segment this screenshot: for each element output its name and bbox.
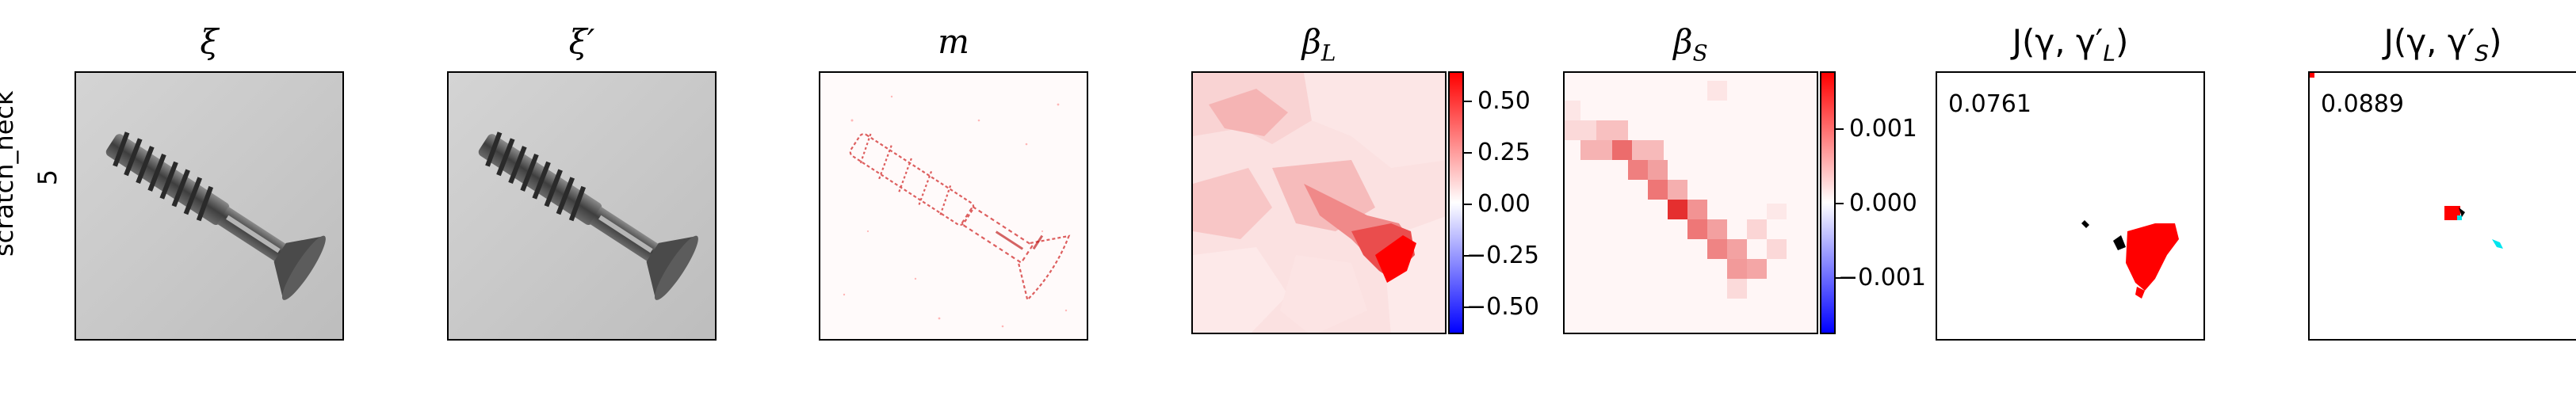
panel-image-beta-s — [1563, 71, 1818, 334]
panel-title-beta-s: βS — [1673, 22, 1708, 67]
screw-image-xi — [76, 73, 342, 339]
panel-title-m: m — [938, 22, 969, 61]
row-label-name: scratch_neck — [0, 90, 19, 257]
cbar-s-tick-1: 0.000 — [1849, 189, 1917, 217]
panel-image-xi-prime — [447, 71, 717, 341]
row-label-index: 5 — [32, 169, 63, 186]
panel-image-xi — [75, 71, 344, 341]
cbar-s-tick-0: 0.001 — [1849, 115, 1917, 143]
overlay-j-l — [2081, 220, 2179, 299]
row-label: scratch_neck 5 — [0, 32, 63, 364]
panel-image-j-l: 0.0761 — [1936, 71, 2205, 341]
screw-image-xi-prime — [449, 73, 715, 339]
panel-title-xi-prime: ξ′ — [568, 22, 595, 61]
panel-image-beta-l — [1191, 71, 1447, 334]
cbar-l-tick-0: 0.50 — [1477, 87, 1531, 115]
cbar-s-tick-2: −0.001 — [1838, 264, 1927, 291]
jaccard-score-s: 0.0889 — [2321, 90, 2404, 118]
heatmap-beta-l — [1193, 73, 1445, 333]
colorbar-beta-l — [1448, 71, 1464, 334]
overlay-j-s — [2310, 73, 2503, 249]
panel-image-m — [819, 71, 1088, 341]
panel-title-j-s: J(γ, γ′S) — [2383, 22, 2502, 67]
panel-title-beta-l: βL — [1301, 22, 1336, 67]
colorbar-beta-s — [1820, 71, 1836, 334]
mask-image-m — [820, 73, 1087, 339]
panel-title-j-l: J(γ, γ′L) — [2012, 22, 2129, 67]
cbar-l-tick-2: 0.00 — [1477, 190, 1531, 218]
cbar-l-tick-1: 0.25 — [1477, 139, 1531, 166]
cbar-l-tick-3: −0.25 — [1466, 242, 1539, 269]
cbar-l-tick-4: −0.50 — [1466, 293, 1539, 321]
panel-title-xi: ξ — [200, 22, 219, 61]
heatmap-beta-s — [1565, 73, 1817, 333]
panel-image-j-s: 0.0889 — [2308, 71, 2576, 341]
jaccard-score-l: 0.0761 — [1948, 90, 2031, 118]
